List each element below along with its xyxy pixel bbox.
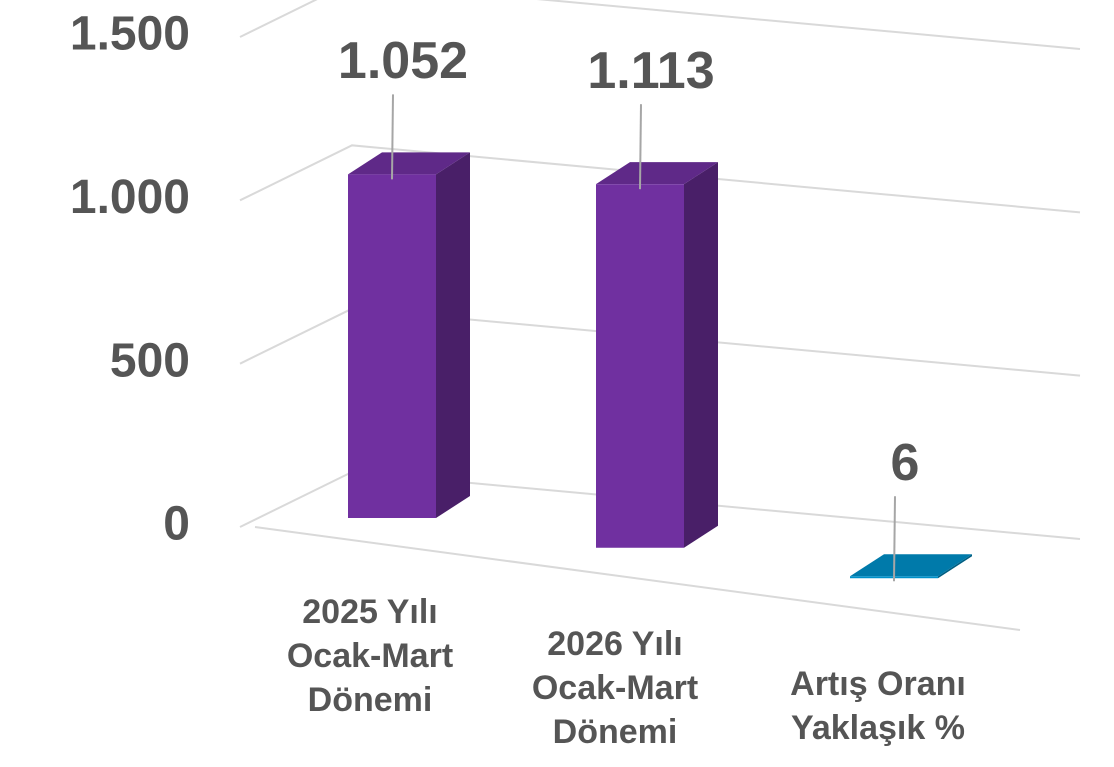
- y-tick-label: 0: [163, 498, 190, 551]
- y-tick-label: 500: [110, 334, 190, 387]
- floor-edge: [254, 526, 1021, 631]
- bar-top: [596, 162, 718, 185]
- value-label: 1.113: [587, 42, 714, 100]
- bar-top: [348, 152, 470, 175]
- bar-top: [850, 554, 972, 577]
- grid-line: [239, 144, 1081, 214]
- x-tick-label: 2025 Yılı Ocak-Mart Dönemi: [286, 593, 454, 719]
- x-tick-label: Artış Oranı Yaklaşık %: [790, 665, 966, 747]
- bar: [348, 174, 436, 518]
- grid-line: [239, 0, 1081, 50]
- bar: [596, 184, 684, 548]
- value-label: 1.052: [338, 32, 468, 90]
- leader-line: [391, 94, 394, 180]
- leader-line: [639, 104, 642, 190]
- leader-line: [893, 496, 896, 582]
- value-label: 6: [891, 434, 920, 492]
- y-tick-label: 1.500: [70, 8, 190, 61]
- bar-side: [684, 162, 718, 548]
- x-tick-label: 2026 Yılı Ocak-Mart Dönemi: [531, 625, 699, 751]
- y-tick-label: 1.000: [70, 171, 190, 224]
- bar-side: [436, 152, 470, 518]
- bar-side: [938, 554, 972, 579]
